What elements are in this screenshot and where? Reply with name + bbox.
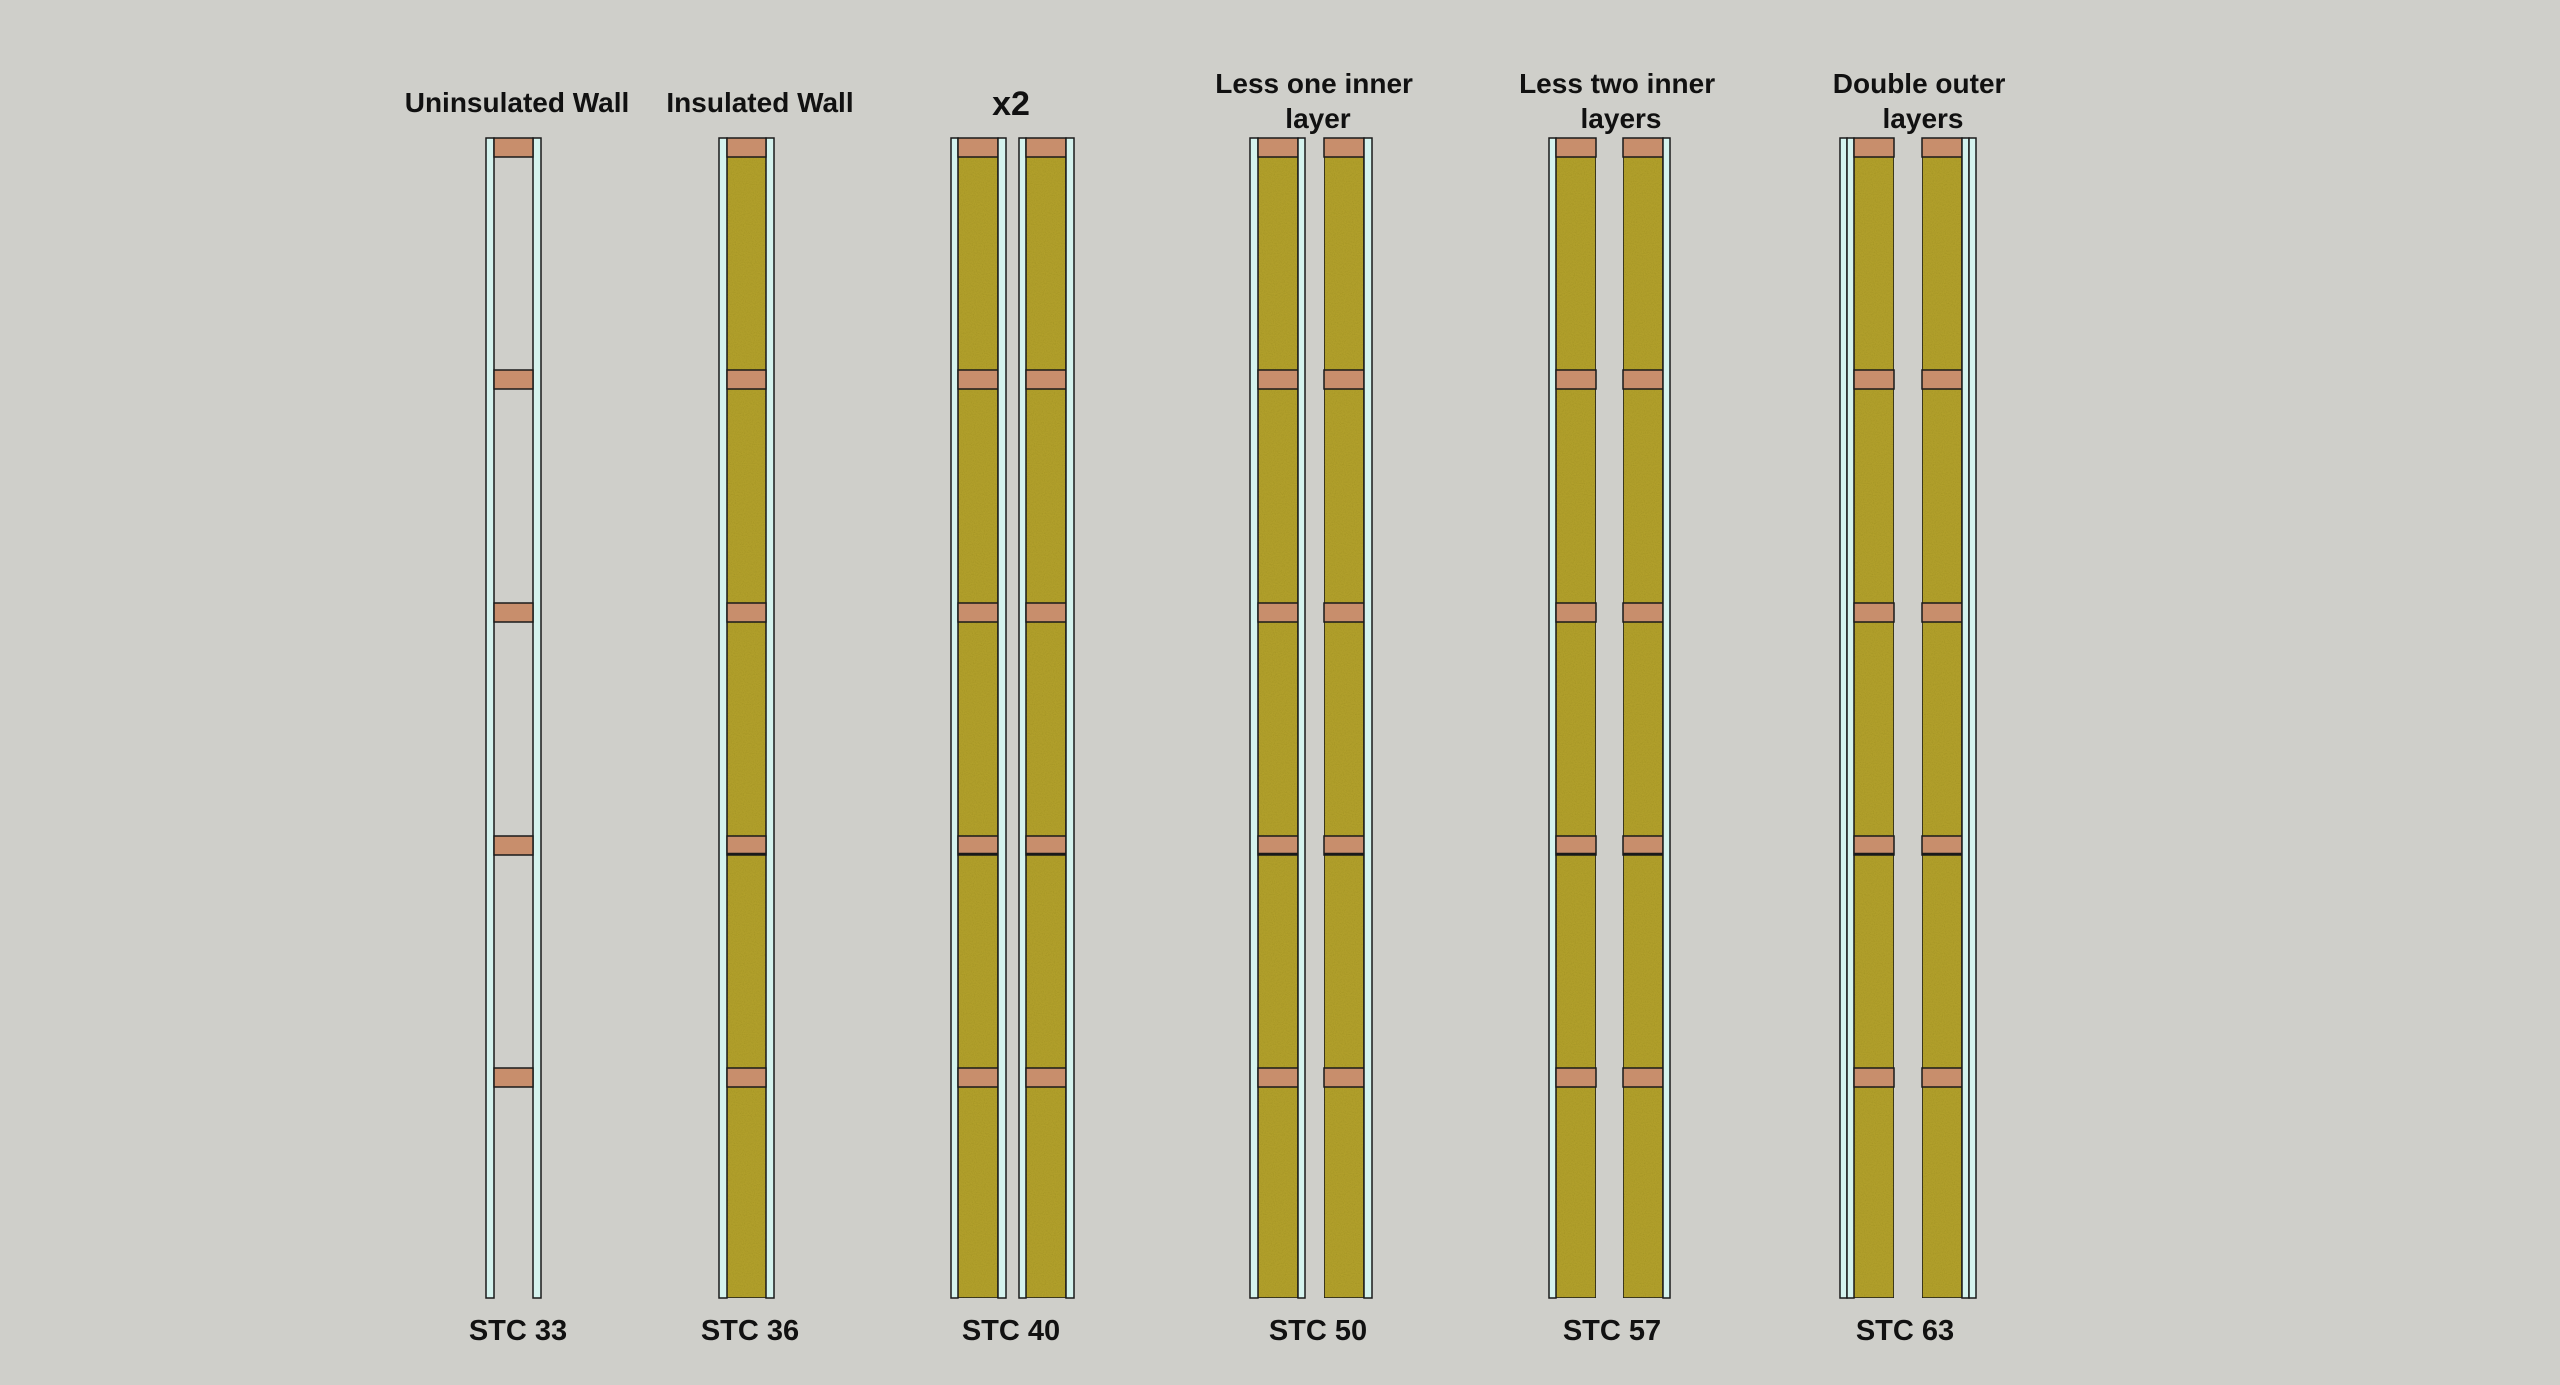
stud-block	[726, 602, 767, 623]
insulation-batt	[1025, 137, 1067, 1299]
drywall-layer	[1548, 137, 1557, 1299]
wall-less-two-inner	[1548, 137, 1671, 1299]
stud-block	[1555, 1067, 1597, 1088]
stud-block	[1025, 1067, 1067, 1088]
wall-double-outer	[1839, 137, 1977, 1299]
insulation-batt	[1921, 137, 1963, 1299]
stc-labels: STC 33 STC 36 STC 40 STC 50 STC 57 STC 6…	[469, 1315, 1954, 1347]
drywall-layer	[1018, 137, 1027, 1299]
stud-block	[1853, 1067, 1895, 1088]
stud-block	[1257, 137, 1299, 158]
stud-block	[726, 835, 767, 856]
wall-uninsulated	[485, 137, 542, 1299]
wall-insulated	[718, 137, 775, 1299]
stud-block	[1921, 1067, 1963, 1088]
wall-title-less-one-inner: Less one inner layer	[1215, 68, 1420, 134]
stud-block	[493, 369, 534, 390]
stud-block	[1853, 137, 1895, 158]
stud-block	[726, 1067, 767, 1088]
stud-block	[1555, 602, 1597, 623]
wall-title-insulated: Insulated Wall	[666, 87, 853, 118]
wall-titles: Uninsulated Wall Insulated Wall x2 Less …	[405, 68, 2013, 134]
stud-block	[1323, 369, 1365, 390]
insulation-batt	[1323, 137, 1365, 1299]
insulation-batt	[1622, 137, 1664, 1299]
stud-block	[493, 137, 534, 158]
stud-block	[493, 1067, 534, 1088]
stud-block	[1323, 1067, 1365, 1088]
drywall-layer	[997, 137, 1007, 1299]
drywall-layer	[1846, 137, 1855, 1299]
stud-block	[1921, 137, 1963, 158]
stud-block	[1921, 369, 1963, 390]
stud-block	[1323, 835, 1365, 856]
wall-title-x2: x2	[992, 85, 1030, 123]
stud-block	[957, 602, 999, 623]
stc-label-double-outer: STC 63	[1856, 1315, 1954, 1347]
stud-block	[1323, 602, 1365, 623]
stud-block	[1622, 369, 1664, 390]
stc-label-less-one-inner: STC 50	[1269, 1315, 1367, 1347]
stud-block	[1025, 369, 1067, 390]
stud-block	[1025, 602, 1067, 623]
stud-block	[1257, 602, 1299, 623]
stc-label-uninsulated: STC 33	[469, 1315, 567, 1347]
drywall-layer	[950, 137, 959, 1299]
wall-x2	[950, 137, 1075, 1299]
drywall-layer	[1065, 137, 1075, 1299]
stc-label-x2: STC 40	[962, 1315, 1060, 1347]
stud-block	[1853, 602, 1895, 623]
wall-sections	[485, 137, 1977, 1299]
stud-block	[1257, 1067, 1299, 1088]
stud-block	[1853, 369, 1895, 390]
stud-block	[957, 1067, 999, 1088]
drywall-layer	[1839, 137, 1848, 1299]
stud-block	[1257, 835, 1299, 856]
stud-block	[1921, 602, 1963, 623]
stud-block	[1257, 369, 1299, 390]
stud-block	[957, 137, 999, 158]
stud-block	[726, 369, 767, 390]
stud-block	[1853, 835, 1895, 856]
stud-block	[1622, 602, 1664, 623]
stud-block	[1622, 1067, 1664, 1088]
stud-block	[1622, 835, 1664, 856]
stud-block	[1025, 835, 1067, 856]
stud-block	[726, 137, 767, 158]
stud-block	[957, 835, 999, 856]
wall-less-one-inner	[1249, 137, 1373, 1299]
insulation-batt	[957, 137, 999, 1299]
drywall-layer	[1363, 137, 1373, 1299]
wall-title-double-outer: Double outer layers	[1833, 68, 2013, 134]
stud-block	[1622, 137, 1664, 158]
insulation-batt	[1555, 137, 1597, 1299]
stud-block	[1025, 137, 1067, 158]
stud-block	[493, 602, 534, 623]
stud-block	[1555, 369, 1597, 390]
insulation-batt	[1853, 137, 1895, 1299]
drywall-layer	[1249, 137, 1259, 1299]
drywall-layer	[485, 137, 495, 1299]
stc-label-less-two-inner: STC 57	[1563, 1315, 1661, 1347]
wall-title-less-two-inner: Less two inner layers	[1519, 68, 1723, 134]
drywall-layer	[718, 137, 728, 1299]
drywall-layer	[1297, 137, 1306, 1299]
drywall-layer	[1968, 137, 1977, 1299]
drywall-layer	[765, 137, 775, 1299]
wall-title-uninsulated: Uninsulated Wall	[405, 87, 630, 118]
stud-block	[1323, 137, 1365, 158]
drywall-layer	[532, 137, 542, 1299]
drywall-layer	[1961, 137, 1970, 1299]
stc-label-insulated: STC 36	[701, 1315, 799, 1347]
insulation-batt	[726, 137, 767, 1299]
stud-block	[493, 835, 534, 856]
stud-block	[1921, 835, 1963, 856]
drywall-layer	[1662, 137, 1671, 1299]
insulation-batt	[1257, 137, 1299, 1299]
stud-block	[1555, 835, 1597, 856]
stud-block	[1555, 137, 1597, 158]
stud-block	[957, 369, 999, 390]
